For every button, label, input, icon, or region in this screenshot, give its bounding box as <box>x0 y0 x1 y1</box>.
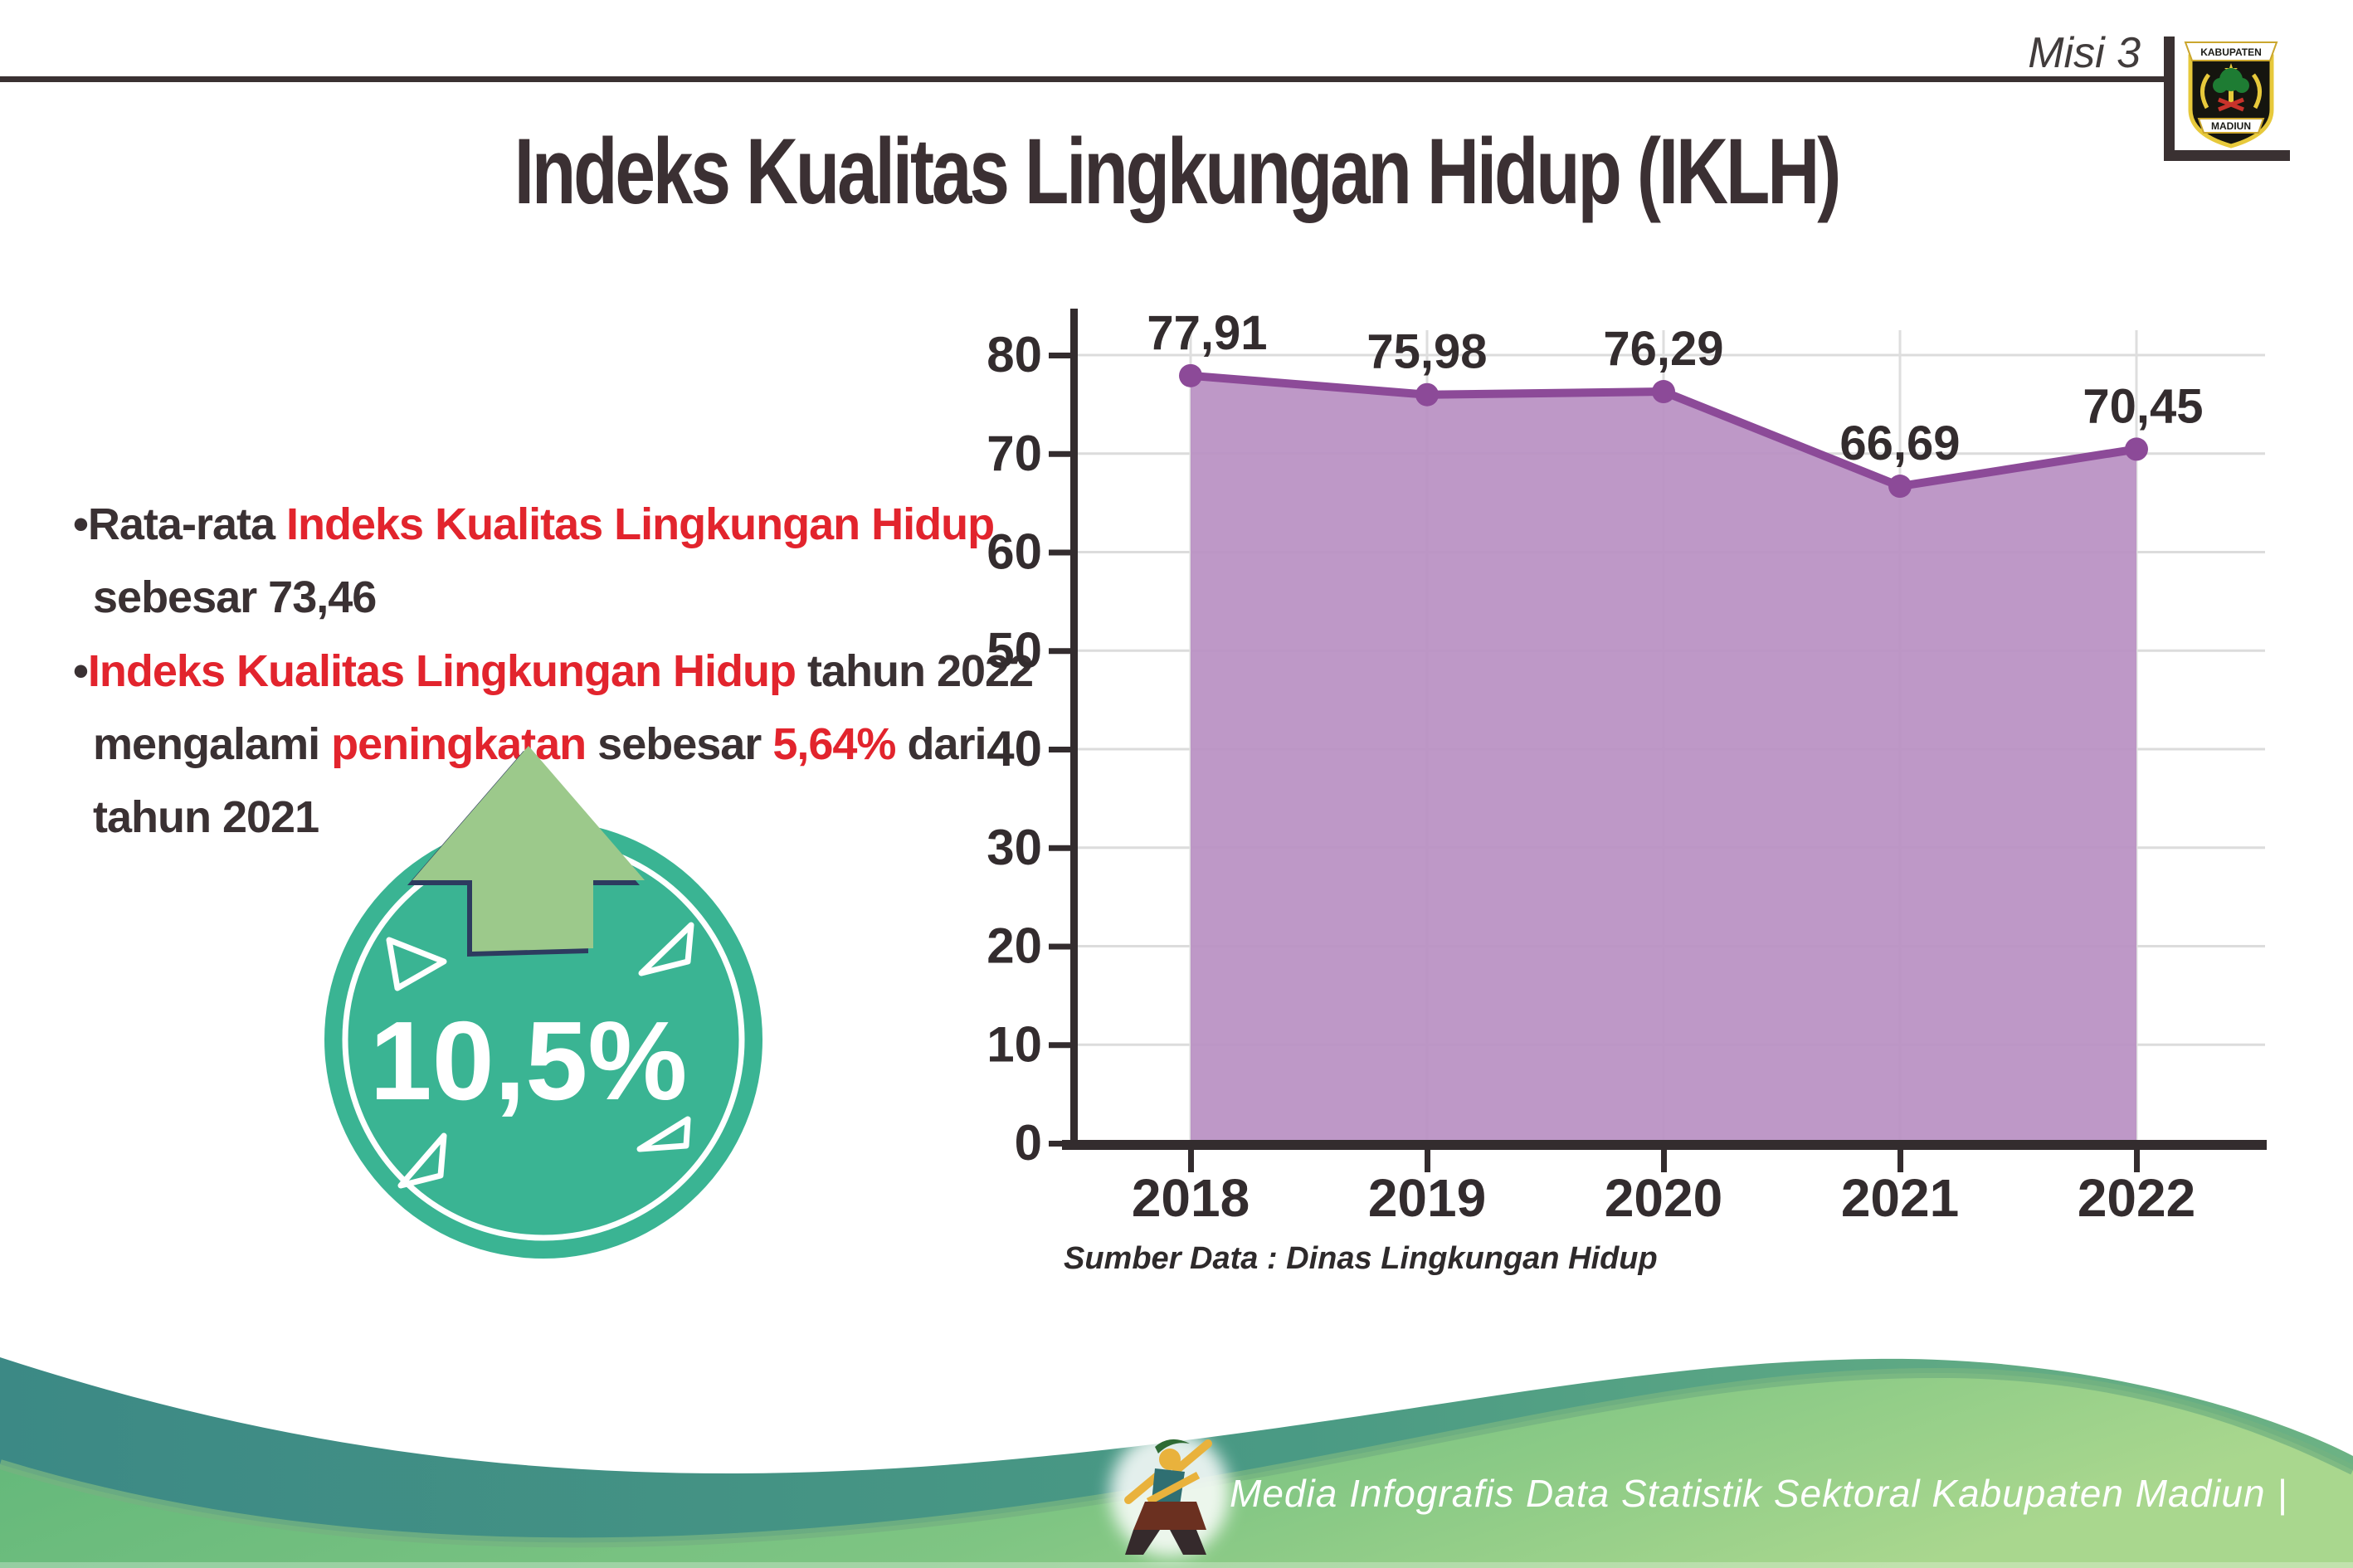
bullet-line: •Rata-rata Indeks Kualitas Lingkungan Hi… <box>73 499 995 549</box>
x-axis-line <box>1062 1140 2267 1150</box>
data-label: 66,69 <box>1839 416 1960 470</box>
logo-banner-bottom <box>2197 118 2265 134</box>
y-tick-label: 40 <box>987 721 1042 777</box>
x-tick-label: 2020 <box>1605 1168 1722 1228</box>
badge-spark-bottom-left <box>397 1132 447 1189</box>
y-axis-line <box>1070 309 1078 1149</box>
x-tick-label: 2018 <box>1132 1168 1250 1228</box>
logo-frame-vertical <box>2164 37 2175 161</box>
y-tick <box>1049 943 1070 950</box>
y-tick <box>1049 353 1070 358</box>
logo-keris <box>2218 97 2244 112</box>
y-tick-label: 70 <box>987 426 1042 481</box>
data-label: 70,45 <box>2083 379 2203 433</box>
bullet-increase-2022: •Indeks Kualitas Lingkungan Hidup tahun … <box>73 635 1069 854</box>
bullet-line: tahun 2021 <box>93 792 319 842</box>
y-tick-label: 20 <box>987 918 1042 974</box>
page-title: Indeks Kualitas Lingkungan Hidup (IKLH) <box>514 119 1842 223</box>
y-tick <box>1049 549 1070 556</box>
y-tick-label: 50 <box>987 622 1042 678</box>
y-tick <box>1049 1141 1070 1147</box>
x-tick <box>1188 1149 1194 1172</box>
bullet-line: mengalami peningkatan sebesar 5,64% dari <box>93 719 987 769</box>
bullet-line: sebesar 73,46 <box>93 572 377 622</box>
logo-banner-bottom-text: MADIUN <box>2211 120 2251 132</box>
logo-tree-canopy-left <box>2213 78 2228 93</box>
area-fill <box>1191 375 2136 1144</box>
data-point <box>1415 382 1439 407</box>
logo-tree-canopy-right <box>2234 78 2249 93</box>
badge-spark-top-right <box>638 922 694 976</box>
logo-wing-left <box>2200 73 2211 110</box>
y-tick <box>1049 845 1070 851</box>
data-point <box>2125 437 2148 461</box>
footer-wave-edge <box>0 1367 2353 1548</box>
x-tick-label: 2019 <box>1368 1168 1486 1228</box>
y-tick-label: 0 <box>1015 1115 1042 1171</box>
y-tick-label: 80 <box>987 327 1042 382</box>
footer-bottom-strip <box>0 1562 2353 1568</box>
header-rule <box>0 76 2167 82</box>
y-tick <box>1049 747 1070 752</box>
logo-banner-top-text: KABUPATEN <box>2200 46 2262 58</box>
bullet-line: •Indeks Kualitas Lingkungan Hidup tahun … <box>73 646 1034 696</box>
data-point <box>1652 380 1675 404</box>
data-point <box>1888 475 1912 499</box>
dancer-mascot-icon <box>1110 1430 1230 1556</box>
mission-label: Misi 3 <box>2028 29 2141 77</box>
data-source-caption: Sumber Data : Dinas Lingkungan Hidup <box>1064 1241 1658 1276</box>
y-tick <box>1049 450 1070 457</box>
badge-spark-top-left <box>386 937 447 991</box>
x-tick <box>1898 1149 1903 1172</box>
data-label: 77,91 <box>1147 306 1267 360</box>
x-tick-label: 2022 <box>2078 1168 2195 1228</box>
x-tick <box>1425 1149 1430 1172</box>
data-label: 75,98 <box>1366 325 1487 379</box>
x-tick <box>2134 1149 2140 1172</box>
logo-wing-right <box>2251 73 2262 110</box>
bullet-average-iklh: •Rata-rata Indeks Kualitas Lingkungan Hi… <box>73 488 1069 634</box>
iklh-area-chart: 0 10 20 30 40 50 60 70 80 2018 2019 2020 2021 2022 77,… <box>987 306 2267 1228</box>
logo-frame-horizontal <box>2164 150 2290 161</box>
logo-banner-top <box>2184 41 2278 61</box>
x-tick <box>1661 1149 1667 1172</box>
data-point <box>1179 363 1202 387</box>
logo-tree-trunk <box>2229 83 2234 106</box>
y-tick-label: 30 <box>987 820 1042 875</box>
arrow-up-icon <box>412 746 645 952</box>
badge-value: 10,5% <box>370 998 688 1123</box>
kabupaten-madiun-logo-icon: KABUPATEN MADIUN <box>2184 41 2278 149</box>
x-tick-label: 2021 <box>1841 1168 1959 1228</box>
footer-wave-green <box>0 1372 2353 1568</box>
y-tick-label: 60 <box>987 524 1042 580</box>
data-label: 76,29 <box>1603 322 1723 376</box>
y-tick <box>1049 648 1070 655</box>
footer-wave <box>0 1357 2353 1568</box>
y-tick <box>1049 1042 1070 1049</box>
badge-spark-bottom-right <box>636 1116 691 1152</box>
footer-caption: Media Infografis Data Statistik Sektoral… <box>1230 1472 2288 1515</box>
y-tick-label: 10 <box>987 1016 1042 1072</box>
increase-badge: 10,5% <box>324 746 762 1259</box>
